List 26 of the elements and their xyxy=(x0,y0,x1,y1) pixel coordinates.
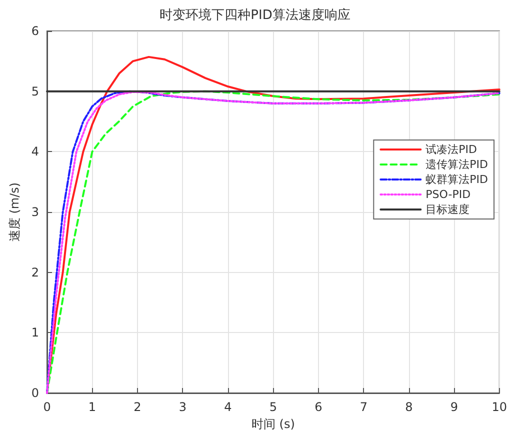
legend-label: 目标速度 xyxy=(426,203,470,216)
legend-label: 遗传算法PID xyxy=(426,158,488,171)
x-tick-label: 5 xyxy=(269,400,278,414)
y-tick-label: 0 xyxy=(31,386,39,400)
y-tick-label: 1 xyxy=(31,326,39,340)
x-tick-label: 10 xyxy=(492,400,508,414)
x-tick-label: 9 xyxy=(450,400,458,414)
x-tick-label: 4 xyxy=(224,400,232,414)
x-tick-label: 0 xyxy=(43,400,51,414)
y-tick-label: 6 xyxy=(31,24,39,38)
y-tick-label: 2 xyxy=(31,265,39,280)
legend-label: 蚁群算法PID xyxy=(426,173,488,186)
x-tick-label: 2 xyxy=(134,400,142,414)
chart-title: 时变环境下四种PID算法速度响应 xyxy=(160,7,350,23)
legend-label: 试凑法PID xyxy=(426,143,478,156)
x-axis-title: 时间 (s) xyxy=(251,416,295,431)
x-tick-label: 3 xyxy=(178,400,187,414)
x-tick-label: 6 xyxy=(314,400,322,414)
legend-label: PSO-PID xyxy=(426,188,471,201)
y-tick-label: 4 xyxy=(31,144,39,159)
y-tick-label: 5 xyxy=(31,84,39,98)
y-axis-title: 速度 (m/s) xyxy=(7,182,22,242)
x-tick-label: 8 xyxy=(405,400,413,414)
x-tick-label: 7 xyxy=(360,400,368,414)
y-tick-label: 3 xyxy=(31,205,39,219)
x-tick-label: 1 xyxy=(88,400,96,414)
